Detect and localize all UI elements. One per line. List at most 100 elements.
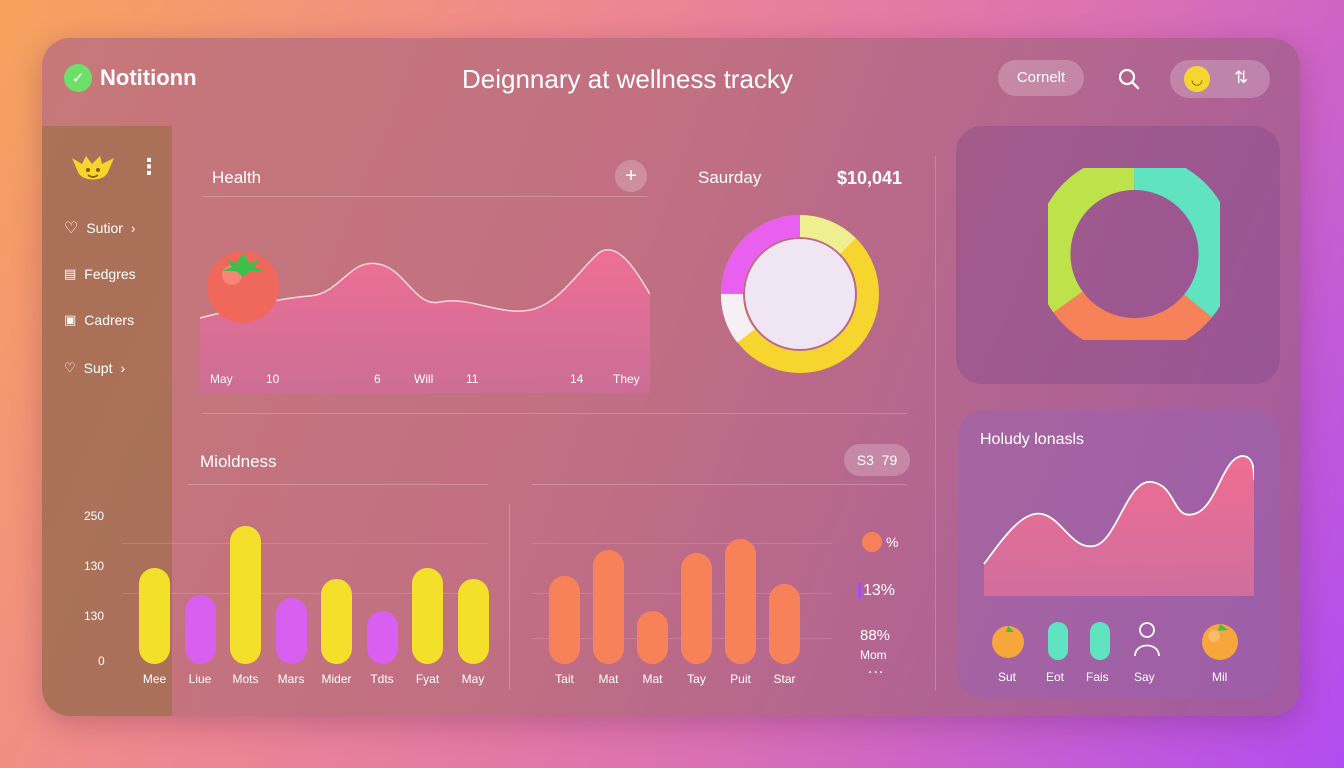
chart-bar bbox=[725, 539, 756, 664]
chart-bar bbox=[549, 576, 580, 664]
chart-bar bbox=[139, 568, 170, 664]
summary-day: Saurday bbox=[698, 168, 762, 187]
sidebar-item-supt[interactable]: ♡ Supt › bbox=[64, 360, 125, 376]
y-tick: 130 bbox=[84, 609, 105, 623]
badge-value-b: 79 bbox=[881, 452, 898, 468]
teal-pill-icon bbox=[1090, 622, 1110, 660]
chevron-right-icon: › bbox=[120, 360, 126, 376]
plus-icon: + bbox=[625, 165, 637, 187]
page-title: Deignnary at wellness tracky bbox=[462, 64, 793, 94]
chart-bar bbox=[593, 549, 624, 664]
sidebar-item-cadrers[interactable]: ▣ Cadrers bbox=[64, 312, 134, 328]
health-x-label: They bbox=[613, 372, 640, 386]
chart-bar bbox=[321, 579, 352, 664]
calendar-icon: ▣ bbox=[64, 312, 77, 327]
badge-value-a: S3 bbox=[856, 452, 874, 468]
profile-pill[interactable]: ◡ ⇅ bbox=[1170, 60, 1270, 98]
summary-donut-chart bbox=[721, 215, 879, 373]
chart-x-label: Tay bbox=[687, 672, 706, 686]
holiday-label: Sut bbox=[998, 670, 1017, 684]
chart-x-label: Tait bbox=[555, 672, 574, 686]
check-icon: ✓ bbox=[64, 64, 92, 92]
health-x-label: 14 bbox=[570, 372, 584, 386]
health-area-chart bbox=[200, 249, 650, 393]
holiday-title: Holudy lonasls bbox=[980, 431, 1085, 448]
chevron-right-icon: › bbox=[130, 220, 136, 236]
holiday-label: Mil bbox=[1212, 670, 1228, 684]
legend-value: 13% bbox=[863, 582, 896, 599]
mindness-title: Mioldness bbox=[200, 452, 277, 471]
legend-subtext: Mom bbox=[860, 648, 887, 662]
person-icon bbox=[1134, 622, 1160, 657]
chart-x-label: May bbox=[461, 672, 485, 686]
connect-button[interactable]: Cornelt bbox=[998, 60, 1084, 96]
bar-gridline bbox=[122, 543, 488, 544]
sidebar-item-label: Sutior bbox=[86, 220, 123, 236]
health-x-label: May bbox=[210, 372, 233, 386]
health-x-label: Will bbox=[414, 372, 434, 386]
legend-item: % bbox=[862, 532, 898, 552]
add-button[interactable]: + bbox=[615, 160, 647, 192]
chart-x-label: Star bbox=[773, 672, 796, 686]
holiday-label: Fais bbox=[1086, 670, 1109, 684]
health-x-label: 11 bbox=[466, 372, 479, 386]
mindness-divider-left bbox=[188, 484, 488, 485]
sidebar-item-fedgres[interactable]: ▤ Fedgres bbox=[64, 266, 136, 282]
mindness-badge[interactable]: S3 79 bbox=[844, 444, 910, 476]
chart-x-label: Liue bbox=[188, 672, 212, 686]
chart-bar bbox=[457, 579, 489, 664]
more-vertical-icon[interactable]: ⋮ bbox=[138, 154, 160, 179]
sidebar-item-label: Supt bbox=[83, 360, 113, 376]
mascot-logo-icon bbox=[72, 156, 114, 180]
chart-bar bbox=[366, 610, 398, 664]
smiley-avatar-icon: ◡ bbox=[1184, 66, 1210, 92]
chart-bar bbox=[681, 552, 712, 664]
holiday-label: Say bbox=[1134, 670, 1155, 684]
health-x-label: 10 bbox=[266, 372, 280, 386]
legend-value: % bbox=[886, 534, 899, 550]
sidebar-item-label: Cadrers bbox=[84, 312, 135, 328]
holiday-area-chart bbox=[983, 455, 1254, 596]
sidebar-item-sutior[interactable]: ♡ Sutior › bbox=[64, 218, 136, 238]
chart-bar bbox=[637, 610, 668, 664]
chart-bar bbox=[275, 597, 307, 664]
sort-arrows-icon: ⇅ bbox=[1234, 68, 1249, 87]
right-column-separator bbox=[935, 156, 936, 691]
bar-gridline bbox=[532, 543, 832, 544]
holiday-label: Eot bbox=[1046, 670, 1065, 684]
chart-x-label: Tdts bbox=[370, 672, 394, 686]
search-icon[interactable] bbox=[1116, 66, 1142, 92]
legend-marker-purple bbox=[858, 583, 861, 599]
chart-x-label: Puit bbox=[730, 672, 751, 686]
health-title: Health bbox=[212, 168, 262, 187]
brand-logo[interactable]: ✓ Notitionn bbox=[64, 64, 197, 92]
app-window: ✓ Notitionn Deignnary at wellness tracky… bbox=[42, 38, 1300, 716]
chart-bar bbox=[230, 526, 261, 664]
teal-pill-icon bbox=[1048, 622, 1068, 660]
summary-amount: $10,041 bbox=[837, 168, 903, 188]
chart-x-label: Mee bbox=[142, 672, 167, 686]
chart-bar bbox=[769, 584, 800, 664]
health-divider bbox=[202, 196, 647, 197]
sidebar-item-label: Fedgres bbox=[84, 266, 136, 282]
chart-x-label: Mots bbox=[232, 672, 259, 686]
mindness-divider-right bbox=[532, 484, 907, 485]
top-section-divider bbox=[202, 413, 907, 414]
legend-value: 88% bbox=[860, 627, 891, 644]
bar-gridline bbox=[122, 593, 488, 594]
chart-bar bbox=[412, 568, 443, 664]
orange-fruit-icon bbox=[992, 626, 1024, 658]
y-tick: 0 bbox=[98, 654, 105, 668]
y-tick: 130 bbox=[84, 559, 105, 573]
clipboard-icon: ▤ bbox=[64, 266, 77, 281]
chart-x-label: Fyat bbox=[415, 672, 440, 686]
legend-item: 13% bbox=[858, 582, 895, 600]
chart-x-label: Mat bbox=[598, 672, 619, 686]
heart-icon: ♡ bbox=[64, 220, 79, 237]
tomato-icon bbox=[207, 251, 279, 323]
chart-x-label: Mider bbox=[321, 672, 352, 686]
y-tick: 250 bbox=[84, 509, 105, 523]
more-horizontal-icon[interactable]: ... bbox=[868, 660, 885, 677]
orange-fruit-icon bbox=[1202, 624, 1238, 660]
overview-donut-chart bbox=[1048, 168, 1220, 340]
